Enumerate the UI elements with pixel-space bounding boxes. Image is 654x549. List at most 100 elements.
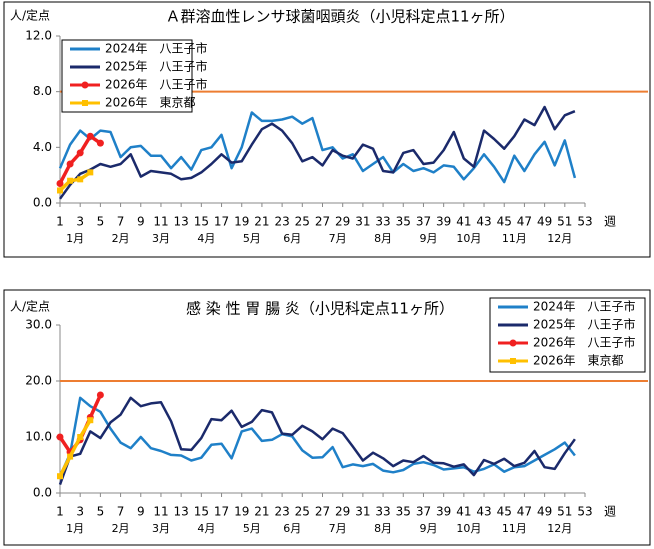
x-tick-label: 7 xyxy=(117,215,125,229)
point-marker xyxy=(87,169,94,176)
legend-label: 2026年 八王子市 xyxy=(105,77,208,92)
chart-title: Ａ群溶血性レンサ球菌咽頭炎（小児科定点11ヶ所） xyxy=(165,8,514,26)
series-line xyxy=(58,105,576,200)
month-label: 9月 xyxy=(420,522,438,535)
x-tick-label: 3 xyxy=(76,505,84,519)
y-axis-label: 人/定点 xyxy=(10,299,50,314)
point-marker xyxy=(76,149,84,157)
y-tick-label: 12.0 xyxy=(25,29,52,43)
legend-label: 2025年 八王子市 xyxy=(533,317,636,332)
x-tick-label: 41 xyxy=(456,215,471,229)
month-label: 7月 xyxy=(329,232,347,245)
y-tick-label: 10.0 xyxy=(25,430,52,444)
y-tick-label: 4.0 xyxy=(33,140,52,154)
x-tick-label: 21 xyxy=(254,505,269,519)
x-tick-label: 47 xyxy=(517,505,532,519)
x-tick-label: 19 xyxy=(234,505,249,519)
y-tick-label: 20.0 xyxy=(25,374,52,388)
x-tick-label: 1 xyxy=(56,215,64,229)
x-tick-label: 15 xyxy=(194,215,209,229)
month-label: 1月 xyxy=(66,522,84,535)
x-tick-label: 43 xyxy=(476,505,491,519)
y-tick-label: 8.0 xyxy=(33,84,52,98)
x-tick-label: 13 xyxy=(174,505,189,519)
legend-label: 2026年 八王子市 xyxy=(533,335,636,350)
series-line xyxy=(58,396,576,486)
x-tick-label: 51 xyxy=(557,215,572,229)
x-tick-label: 49 xyxy=(537,505,552,519)
x-tick-label: 35 xyxy=(396,215,411,229)
x-tick-label: 53 xyxy=(577,505,592,519)
y-tick-label: 30.0 xyxy=(25,318,52,332)
point-marker xyxy=(67,453,74,460)
x-tick-label: 39 xyxy=(436,505,451,519)
x-tick-label: 21 xyxy=(254,215,269,229)
y-tick-label: 0.0 xyxy=(33,196,52,210)
chart-title: 感 染 性 胃 腸 炎（小児科定点11ヶ所） xyxy=(186,300,454,318)
series-line xyxy=(58,396,576,477)
month-label: 12月 xyxy=(547,522,572,535)
legend-label: 2024年 八王子市 xyxy=(105,41,208,56)
month-label: 4月 xyxy=(197,232,215,245)
x-tick-label: 11 xyxy=(153,215,168,229)
x-tick-label: 13 xyxy=(174,215,189,229)
x-tick-label: 33 xyxy=(375,215,390,229)
point-marker xyxy=(66,160,74,168)
month-label: 7月 xyxy=(329,522,347,535)
x-tick-label: 27 xyxy=(315,505,330,519)
x-tick-label: 17 xyxy=(214,215,229,229)
month-label: 4月 xyxy=(197,522,215,535)
point-marker xyxy=(57,187,63,194)
x-tick-label: 23 xyxy=(274,505,289,519)
y-axis-label: 人/定点 xyxy=(10,8,50,23)
month-label: 6月 xyxy=(283,232,301,245)
point-marker xyxy=(96,139,104,147)
x-tick-label: 9 xyxy=(137,215,145,229)
point-marker xyxy=(77,176,84,183)
x-tick-label: 1 xyxy=(56,505,64,519)
x-tick-label: 29 xyxy=(335,505,350,519)
x-tick-label: 37 xyxy=(416,505,431,519)
x-tick-label: 37 xyxy=(416,215,431,229)
month-label: 3月 xyxy=(152,232,170,245)
x-tick-label: 7 xyxy=(117,505,125,519)
point-marker xyxy=(67,177,74,184)
month-label: 3月 xyxy=(152,522,170,535)
series-line xyxy=(58,170,92,192)
month-label: 11月 xyxy=(502,232,527,245)
month-label: 2月 xyxy=(112,232,130,245)
x-tick-label: 39 xyxy=(436,215,451,229)
x-tick-label: 29 xyxy=(335,215,350,229)
month-label: 12月 xyxy=(547,232,572,245)
x-tick-label: 27 xyxy=(315,215,330,229)
x-tick-label: 53 xyxy=(577,215,592,229)
month-label: 8月 xyxy=(374,522,392,535)
x-tick-label: 3 xyxy=(76,215,84,229)
point-marker xyxy=(86,132,94,140)
legend-label: 2024年 八王子市 xyxy=(533,299,636,314)
x-axis-label: 週 xyxy=(604,215,616,229)
point-marker xyxy=(77,434,84,440)
x-tick-label: 31 xyxy=(355,215,370,229)
legend-label: 2025年 八王子市 xyxy=(105,59,208,74)
x-tick-label: 31 xyxy=(355,505,370,519)
month-label: 10月 xyxy=(456,522,481,535)
point-marker xyxy=(96,391,104,399)
x-tick-label: 35 xyxy=(396,505,411,519)
month-label: 6月 xyxy=(283,522,301,535)
x-tick-label: 11 xyxy=(153,505,168,519)
legend-label: 2026年 東京都 xyxy=(105,96,196,110)
x-tick-label: 41 xyxy=(456,505,471,519)
month-label: 2月 xyxy=(112,522,130,535)
y-tick-label: 0.0 xyxy=(33,486,52,500)
x-tick-label: 25 xyxy=(295,505,310,519)
x-tick-label: 51 xyxy=(557,505,572,519)
month-label: 10月 xyxy=(456,232,481,245)
month-label: 1月 xyxy=(66,232,84,245)
x-tick-label: 9 xyxy=(137,505,145,519)
x-axis-label: 週 xyxy=(604,505,616,519)
x-tick-label: 45 xyxy=(497,215,512,229)
x-tick-label: 33 xyxy=(375,505,390,519)
x-tick-label: 45 xyxy=(497,505,512,519)
